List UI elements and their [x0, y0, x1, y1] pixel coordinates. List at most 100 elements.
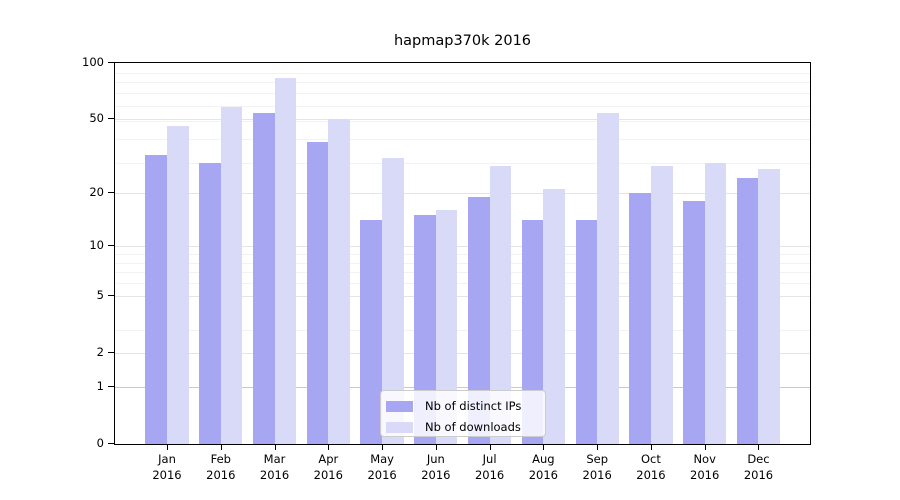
x-tick-label-jun: Jun 2016: [408, 451, 464, 483]
y-tick-mark: [108, 352, 114, 354]
minor-gridline: [115, 262, 810, 264]
x-tick-mark: [704, 445, 706, 450]
minor-gridline: [115, 93, 810, 95]
bar-ips-may: [360, 220, 383, 444]
month-label: Nov: [693, 452, 716, 466]
bar-downloads-jun: [435, 210, 458, 444]
bar-downloads-may: [382, 157, 404, 444]
minor-gridline: [115, 82, 810, 84]
x-tick-mark: [489, 445, 491, 450]
major-gridline: [115, 246, 810, 248]
year-label: 2016: [474, 468, 505, 482]
x-tick-label-apr: Apr 2016: [300, 451, 356, 483]
bar-downloads-jul: [489, 166, 512, 444]
month-label: Oct: [640, 452, 661, 466]
minor-gridline: [115, 139, 810, 141]
minor-gridline: [115, 121, 810, 123]
minor-gridline: [115, 72, 810, 74]
bar-ips-apr: [306, 141, 329, 444]
bar-downloads-oct: [650, 166, 673, 444]
bar-downloads-aug: [543, 188, 565, 444]
major-gridline: [115, 296, 810, 298]
legend-swatch-downloads: [386, 421, 413, 433]
x-tick-mark: [274, 445, 276, 450]
year-label: 2016: [367, 468, 397, 482]
x-tick-mark: [543, 445, 545, 450]
month-label: May: [370, 452, 394, 466]
major-gridline: [115, 192, 810, 194]
minor-gridline: [115, 105, 810, 107]
month-label: Apr: [318, 452, 339, 466]
x-tick-mark: [650, 445, 652, 450]
x-tick-label-oct: Oct 2016: [623, 451, 679, 483]
x-tick-label-jan: Jan 2016: [139, 451, 195, 483]
bar-downloads-nov: [704, 163, 727, 444]
x-tick-label-sep: Sep 2016: [569, 451, 625, 483]
year-label: 2016: [206, 468, 236, 482]
bar-ips-nov: [683, 200, 705, 444]
y-tick-label: 20: [89, 184, 104, 199]
y-tick-label: 10: [89, 238, 104, 253]
y-tick-mark: [108, 385, 114, 387]
year-label: 2016: [259, 468, 290, 482]
y-tick-label: 5: [96, 288, 104, 303]
month-label: Dec: [747, 452, 770, 466]
year-label: 2016: [528, 468, 559, 482]
x-tick-mark: [328, 445, 330, 450]
chart-title: hapmap370k 2016: [393, 33, 532, 49]
year-label: 2016: [636, 468, 666, 482]
minor-gridline: [115, 283, 810, 285]
month-label: Feb: [210, 452, 231, 466]
bar-ips-feb: [199, 163, 221, 444]
x-tick-mark: [382, 445, 384, 450]
y-tick-mark: [108, 118, 114, 120]
month-label: Mar: [263, 452, 286, 466]
year-label: 2016: [743, 468, 774, 482]
bar-ips-dec: [736, 178, 759, 444]
legend-swatch-distinct-ips: [386, 400, 413, 412]
legend: Nb of distinct IPs Nb of downloads: [380, 390, 546, 437]
y-tick-mark: [108, 245, 114, 247]
legend-label-downloads: Nb of downloads: [425, 420, 521, 434]
x-tick-label-mar: Mar 2016: [247, 451, 303, 483]
y-tick-mark: [108, 295, 114, 297]
x-tick-mark: [597, 445, 599, 450]
x-tick-mark: [435, 445, 437, 450]
y-tick-mark: [108, 191, 114, 193]
major-gridline: [115, 119, 810, 121]
legend-row-distinct-ips: Nb of distinct IPs: [386, 398, 545, 414]
year-label: 2016: [582, 468, 612, 482]
x-tick-label-jul: Jul 2016: [462, 451, 518, 483]
y-tick-mark: [108, 62, 114, 63]
bar-downloads-jan: [167, 126, 189, 444]
y-tick-label: 2: [96, 345, 104, 360]
x-tick-label-nov: Nov 2016: [677, 451, 733, 483]
x-tick-label-feb: Feb 2016: [193, 451, 249, 483]
bar-ips-jun: [414, 215, 436, 444]
x-tick-label-aug: Aug 2016: [515, 451, 571, 483]
bar-downloads-apr: [328, 119, 350, 444]
bar-ips-aug: [521, 220, 544, 444]
y-tick-label: 0: [96, 436, 104, 450]
bar-downloads-dec: [758, 168, 781, 444]
plot-area: [114, 62, 811, 445]
bar-downloads-sep: [597, 113, 619, 444]
minor-gridline: [115, 163, 810, 165]
x-tick-label-may: May 2016: [354, 451, 410, 483]
bar-ips-oct: [629, 192, 651, 444]
y-tick-label: 1: [96, 378, 104, 393]
x-tick-mark: [758, 445, 760, 450]
major-gridline: [115, 353, 810, 355]
bar-ips-mar: [252, 113, 275, 444]
month-label: Jan: [158, 452, 176, 466]
year-label: 2016: [313, 468, 343, 482]
x-tick-label-dec: Dec 2016: [730, 451, 786, 483]
bar-ips-jan: [145, 155, 167, 444]
bar-downloads-feb: [220, 107, 243, 444]
bar-ips-jul: [468, 196, 490, 444]
month-label: Aug: [532, 452, 555, 466]
major-gridline: [115, 386, 810, 388]
legend-row-downloads: Nb of downloads: [386, 419, 545, 435]
year-label: 2016: [421, 468, 451, 482]
